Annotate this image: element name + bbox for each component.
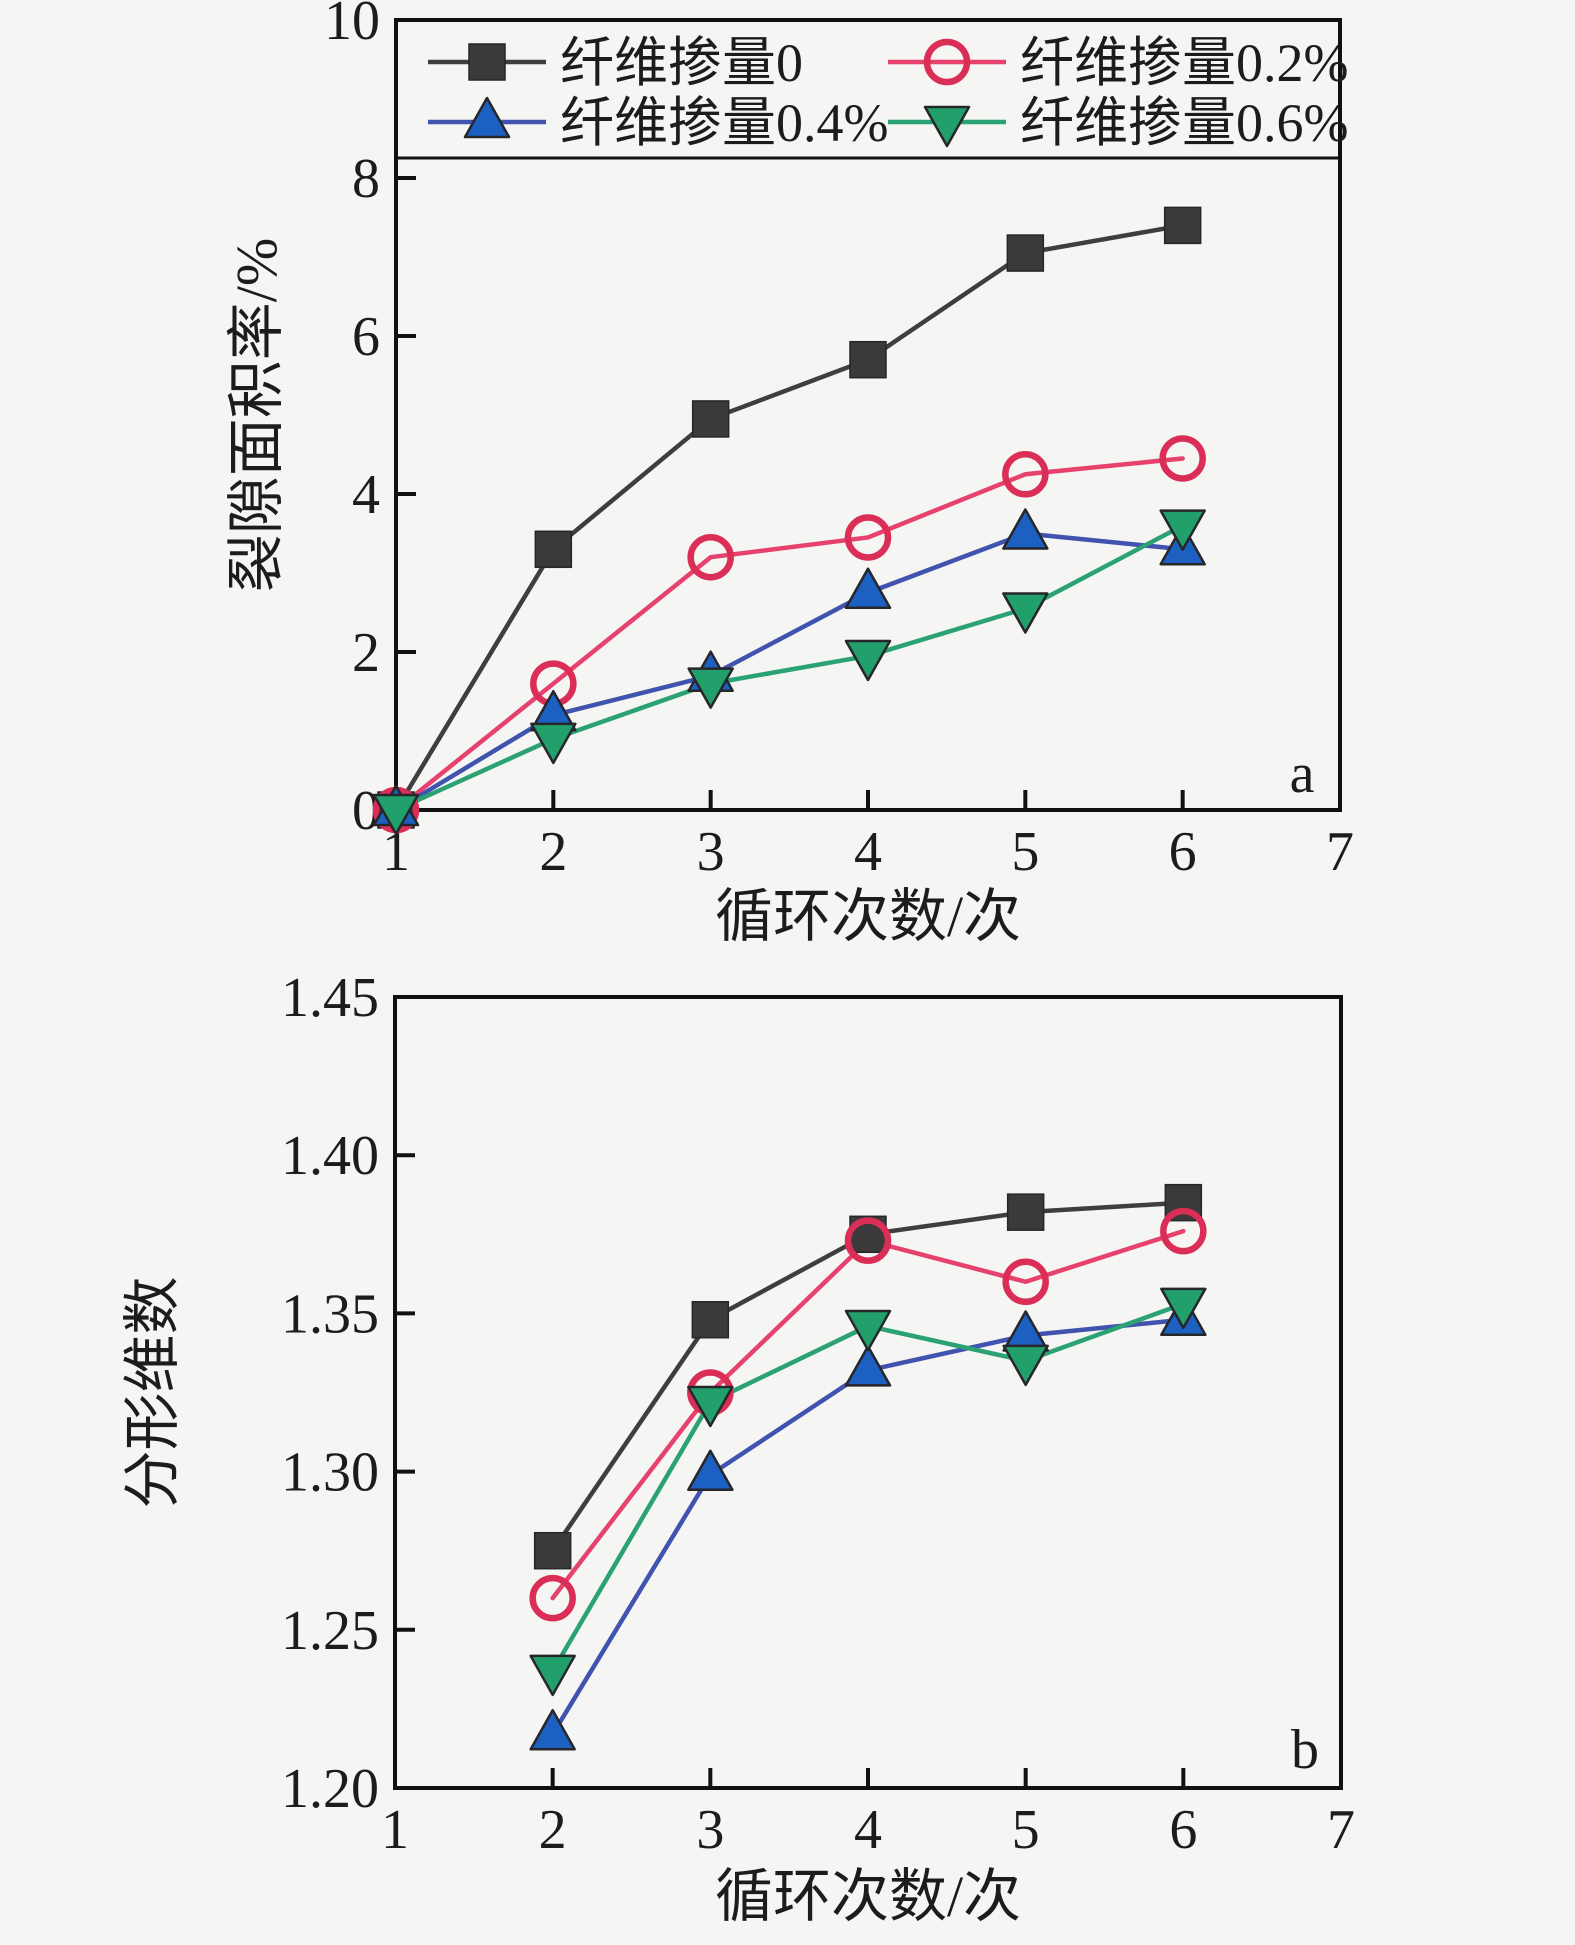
series-2-marker <box>687 1449 734 1492</box>
x-tick-label: 4 <box>854 821 882 883</box>
series-3-marker <box>687 1385 734 1428</box>
series-1-marker <box>1159 435 1206 482</box>
y-tick-label: 1.30 <box>281 1442 379 1504</box>
series-1-marker <box>844 514 892 561</box>
series-0-marker <box>691 400 730 438</box>
legend-label-0: 纤维掺量0 <box>560 33 803 93</box>
legend-marker-1 <box>923 38 971 86</box>
series-1-marker <box>687 533 734 581</box>
y-tick-label: 10 <box>324 0 380 52</box>
series-0-marker <box>849 340 887 379</box>
y-axis-title: 裂隙面积率/% <box>224 238 289 592</box>
x-tick-label: 7 <box>1327 1799 1355 1861</box>
x-tick-label: 1 <box>381 1799 409 1861</box>
series-1-marker <box>529 1574 576 1622</box>
y-tick-label: 6 <box>352 306 380 368</box>
series-2-marker <box>844 1345 892 1387</box>
legend-marker-2 <box>463 96 511 139</box>
x-tick-label: 5 <box>1012 1799 1040 1861</box>
panel-label: a <box>1290 743 1315 805</box>
series-1-marker <box>1160 1207 1207 1255</box>
series-2-marker <box>529 1708 576 1751</box>
x-tick-label: 7 <box>1326 821 1354 883</box>
y-tick-label: 1.45 <box>281 967 379 1029</box>
x-tick-label: 2 <box>539 821 567 883</box>
legend-label-1: 纤维掺量0.2% <box>1020 33 1348 93</box>
series-0-marker <box>1006 234 1045 272</box>
series-2-marker <box>1002 508 1049 550</box>
series-3-marker <box>1160 1287 1207 1330</box>
legend-marker-0 <box>468 43 506 81</box>
series-3-marker <box>844 1309 892 1352</box>
x-tick-label: 3 <box>696 1799 724 1861</box>
y-tick-label: 8 <box>352 148 380 210</box>
series-line-1 <box>393 456 1185 813</box>
series-3-marker <box>1002 1344 1049 1387</box>
series-1-marker <box>1002 1258 1049 1306</box>
x-tick-label: 2 <box>539 1799 567 1861</box>
y-tick-label: 2 <box>352 622 380 684</box>
legend-label-2: 纤维掺量0.4% <box>560 93 888 153</box>
series-0-marker <box>691 1300 730 1339</box>
x-tick-label: 3 <box>697 821 725 883</box>
series-3-marker <box>372 793 420 836</box>
series-0-marker <box>1163 206 1202 245</box>
series-0-marker <box>1006 1193 1045 1231</box>
series-line-0 <box>393 223 1185 813</box>
y-tick-label: 1.40 <box>281 1125 379 1187</box>
series-line-3 <box>393 523 1185 813</box>
y-tick-label: 1.20 <box>281 1758 379 1820</box>
series-0-marker <box>533 1531 572 1570</box>
series-3-marker <box>530 722 577 765</box>
y-axis-title: 分形维数 <box>120 1276 185 1508</box>
legend-marker-3 <box>923 105 971 148</box>
series-line-2 <box>393 531 1185 813</box>
panel-label: b <box>1291 1719 1319 1781</box>
y-tick-label: 1.35 <box>281 1283 379 1345</box>
y-tick-label: 4 <box>352 464 380 526</box>
series-3-marker <box>844 639 892 682</box>
x-axis-title: 循环次数/次 <box>715 884 1021 949</box>
series-3-marker <box>1002 592 1049 634</box>
series-1-marker <box>844 1217 892 1264</box>
series-3-marker <box>529 1654 576 1697</box>
series-2-marker <box>844 567 892 609</box>
series-0-marker <box>534 530 573 569</box>
x-tick-label: 5 <box>1011 821 1039 883</box>
y-tick-label: 1.25 <box>281 1600 379 1662</box>
legend-label-3: 纤维掺量0.6% <box>1020 93 1348 153</box>
x-tick-label: 6 <box>1169 1799 1197 1861</box>
x-tick-label: 4 <box>854 1799 882 1861</box>
series-1-marker <box>1002 451 1049 498</box>
x-axis-title: 循环次数/次 <box>715 1864 1021 1929</box>
x-tick-label: 6 <box>1169 821 1197 883</box>
chart-b: 1.20 1.25 1.30 1.35 1.40 1.45 1 2 3 4 5 6 7 循环次数/次 分形维… <box>120 967 1355 1929</box>
series-3-marker <box>1159 509 1206 551</box>
series-3-marker <box>687 667 734 709</box>
